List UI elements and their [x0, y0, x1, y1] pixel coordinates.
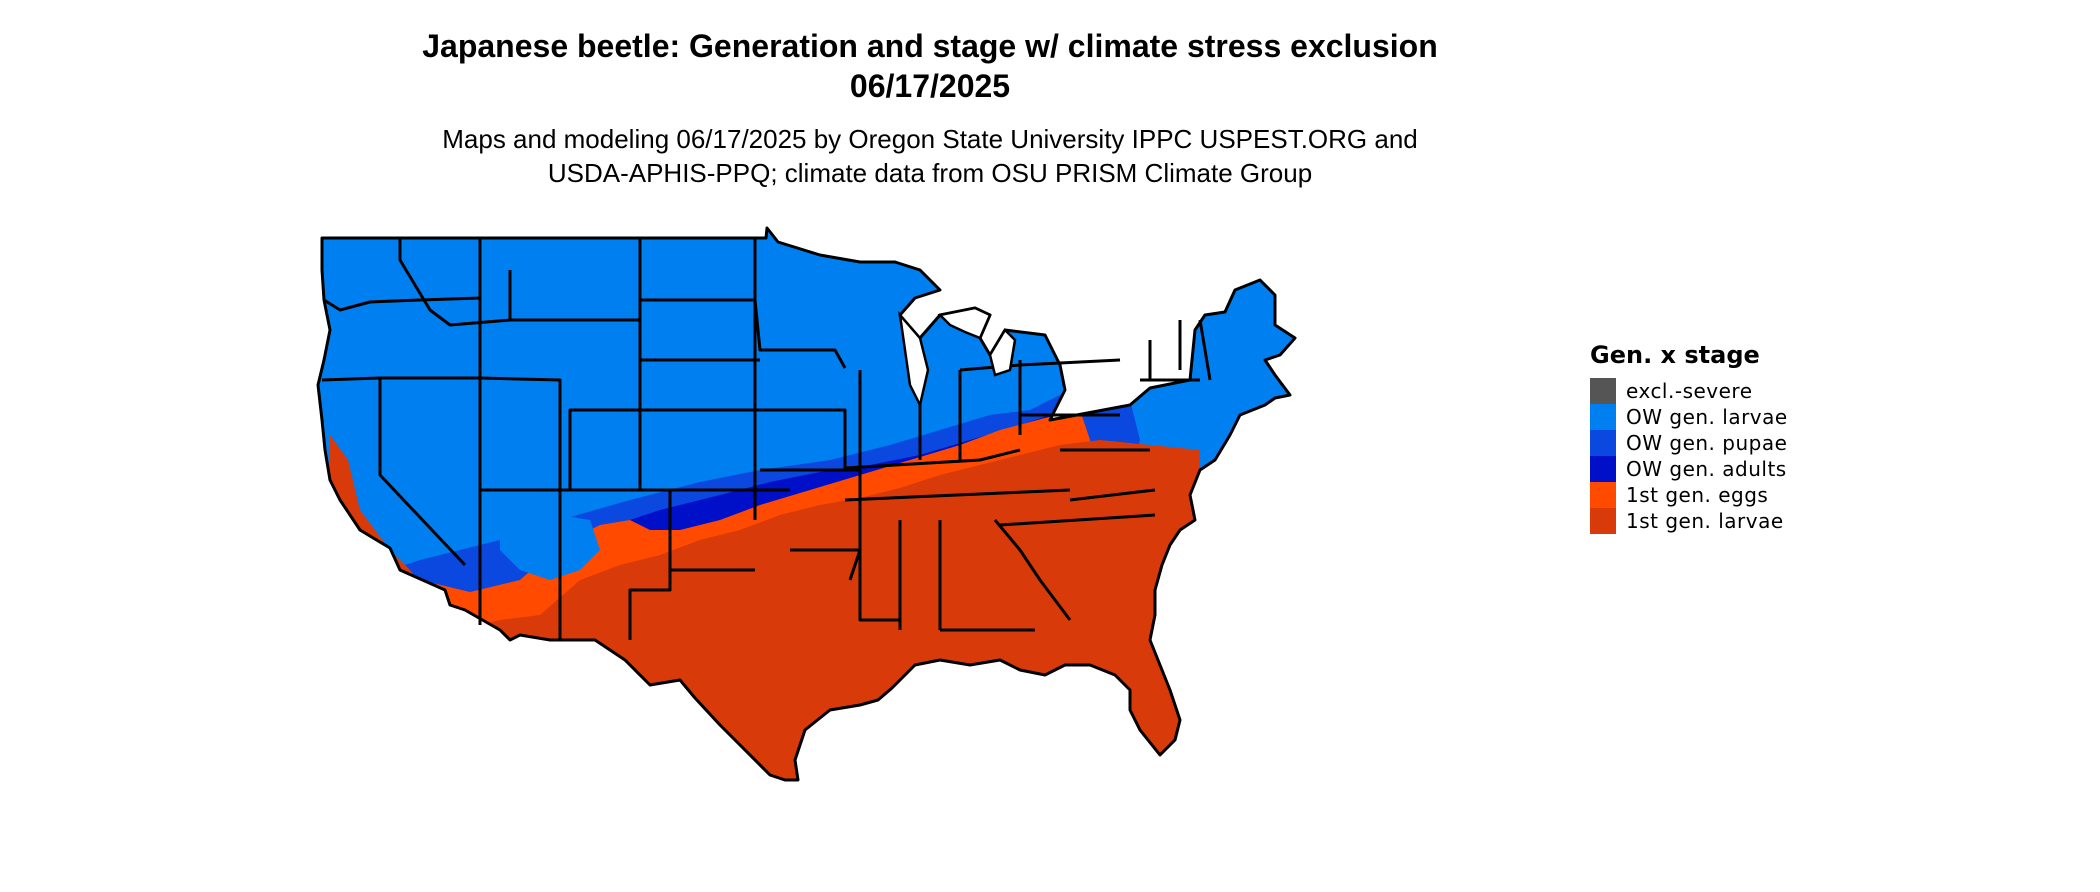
great-lakes [898, 306, 1017, 409]
legend-swatch [1590, 508, 1616, 534]
state-borders [316, 226, 1297, 782]
legend-swatch [1590, 456, 1616, 482]
legend-label: excl.-severe [1626, 379, 1753, 403]
legend-item: OW gen. pupae [1590, 430, 1788, 456]
legend-item: OW gen. larvae [1590, 404, 1788, 430]
map-title-line1: Japanese beetle: Generation and stage w/… [422, 28, 1438, 64]
legend-item: OW gen. adults [1590, 456, 1788, 482]
legend-swatch [1590, 378, 1616, 404]
us-stage-map [316, 226, 1297, 782]
california-blue-pocket [340, 400, 395, 520]
legend-title: Gen. x stage [1590, 341, 1760, 369]
legend-swatch [1590, 482, 1616, 508]
legend-label: OW gen. adults [1626, 457, 1787, 481]
rockies-blue-pocket [500, 505, 600, 580]
map-title-date: 06/17/2025 [849, 68, 1011, 104]
legend-label: OW gen. larvae [1626, 405, 1788, 429]
legend-swatch [1590, 404, 1616, 430]
legend-swatch [1590, 430, 1616, 456]
legend-item: excl.-severe [1590, 378, 1788, 404]
legend-label: 1st gen. larvae [1626, 509, 1784, 533]
legend-label: OW gen. pupae [1626, 431, 1788, 455]
legend-label: 1st gen. eggs [1626, 483, 1769, 507]
first-gen-eggs-region [318, 410, 1100, 660]
legend-item: 1st gen. eggs [1590, 482, 1788, 508]
map-subtitle-line2: USDA-APHIS-PPQ; climate data from OSU PR… [547, 158, 1313, 188]
legend-item: 1st gen. larvae [1590, 508, 1788, 534]
legend: Gen. x stage excl.-severe OW gen. larvae O… [1590, 340, 1788, 534]
map-subtitle-line1: Maps and modeling 06/17/2025 by Oregon S… [442, 124, 1418, 154]
